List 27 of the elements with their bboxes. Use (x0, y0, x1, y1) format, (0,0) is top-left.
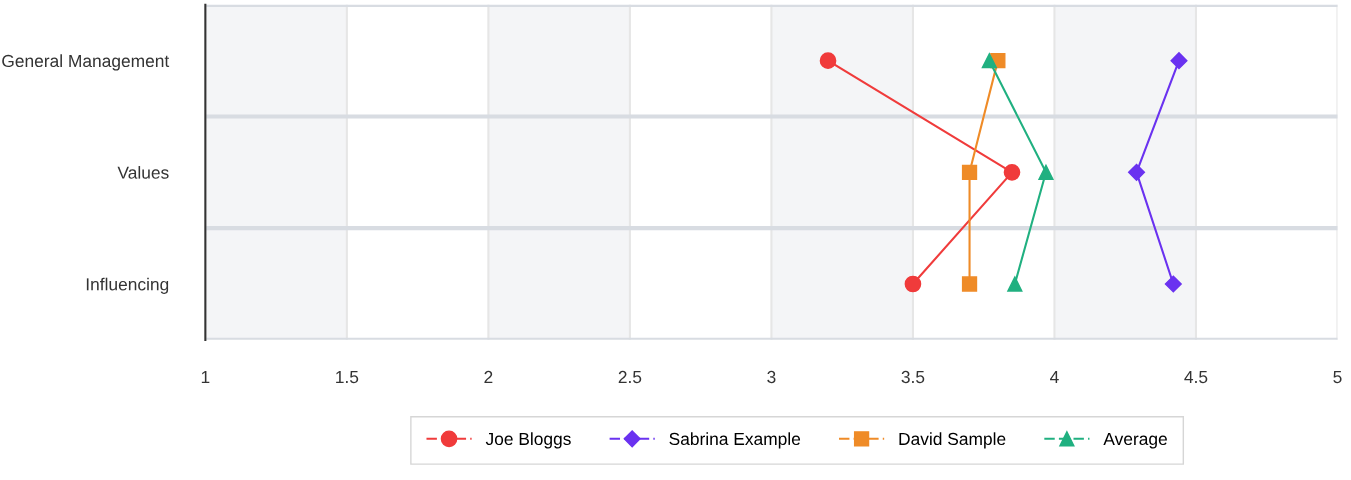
legend-label: Sabrina Example (669, 432, 801, 449)
x-tick-label: 3 (767, 370, 776, 384)
y-tick-label: Influencing (86, 277, 169, 294)
point (1127, 163, 1146, 181)
legend-label: Average (1103, 432, 1167, 449)
point (961, 276, 978, 292)
x-tick-label: 1 (201, 371, 210, 383)
x-tick-label: 4 (1050, 371, 1059, 383)
point (819, 52, 837, 69)
point (1007, 276, 1023, 292)
x-tick-label: 1.5 (336, 371, 359, 384)
x-tick-label: 3.5 (901, 370, 925, 384)
x-tick-label: 2 (484, 370, 493, 383)
legend-label: Joe Bloggs (485, 432, 571, 449)
legend-label: David Sample (899, 432, 1006, 449)
x-tick-label: 4.5 (1184, 371, 1208, 384)
point (961, 164, 978, 180)
point (1164, 275, 1182, 293)
y-tick-label: Values (117, 166, 169, 179)
point (904, 275, 922, 293)
point (1038, 164, 1054, 180)
y-tick-label: General Management (2, 54, 170, 71)
x-tick-label: 5 (1333, 371, 1342, 384)
point (1170, 52, 1188, 70)
point (1003, 163, 1021, 181)
point (981, 53, 997, 69)
x-tick-label: 2.5 (618, 370, 642, 384)
